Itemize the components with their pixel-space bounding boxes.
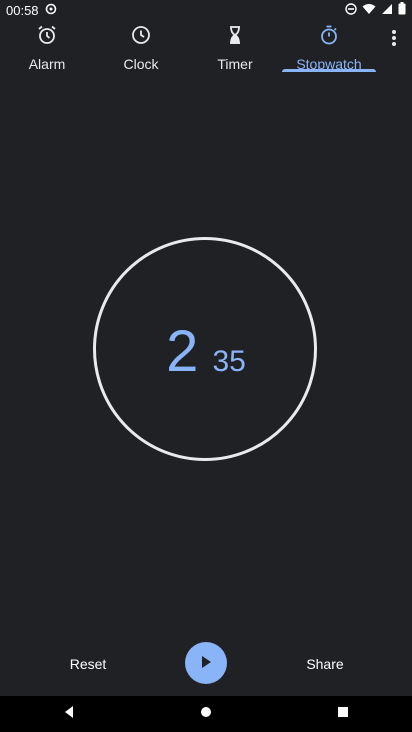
signal-icon — [381, 3, 393, 18]
clock-icon — [130, 24, 152, 51]
stopwatch-icon — [318, 24, 340, 51]
overflow-menu-button[interactable] — [382, 28, 406, 52]
reset-button[interactable]: Reset — [58, 650, 118, 678]
stopwatch-time: 2 35 — [0, 318, 412, 385]
home-icon — [200, 705, 212, 723]
more-vert-icon — [391, 29, 397, 52]
stopwatch-dial — [93, 237, 317, 461]
back-icon — [62, 705, 76, 724]
tab-timer[interactable]: Timer — [188, 20, 282, 72]
hourglass-icon — [224, 24, 246, 51]
home-button[interactable] — [186, 696, 226, 732]
recents-icon — [337, 705, 349, 723]
tab-stopwatch-label: Stopwatch — [296, 56, 362, 72]
do-not-disturb-icon — [345, 2, 357, 18]
stopwatch-seconds: 35 — [212, 345, 246, 378]
status-bar: 00:58 — [0, 0, 412, 20]
wifi-icon — [362, 3, 376, 18]
tab-bar: Alarm Clock Timer Stopwatch — [0, 20, 412, 72]
recents-button[interactable] — [323, 696, 363, 732]
tab-alarm-label: Alarm — [28, 56, 66, 72]
data-saver-icon — [45, 3, 57, 18]
tab-timer-label: Timer — [217, 56, 253, 72]
tab-clock[interactable]: Clock — [94, 20, 188, 72]
share-button[interactable]: Share — [294, 650, 356, 678]
battery-icon — [398, 2, 406, 18]
stopwatch-minutes: 2 — [166, 319, 199, 384]
play-button[interactable] — [185, 642, 227, 684]
play-icon — [200, 655, 212, 672]
tab-clock-label: Clock — [123, 56, 159, 72]
back-button[interactable] — [49, 696, 89, 732]
alarm-icon — [36, 24, 58, 51]
navigation-bar — [0, 696, 412, 732]
status-time: 00:58 — [6, 2, 39, 18]
tab-stopwatch[interactable]: Stopwatch — [282, 20, 376, 72]
controls-row: Reset Share — [0, 640, 412, 688]
tab-alarm[interactable]: Alarm — [0, 20, 94, 72]
